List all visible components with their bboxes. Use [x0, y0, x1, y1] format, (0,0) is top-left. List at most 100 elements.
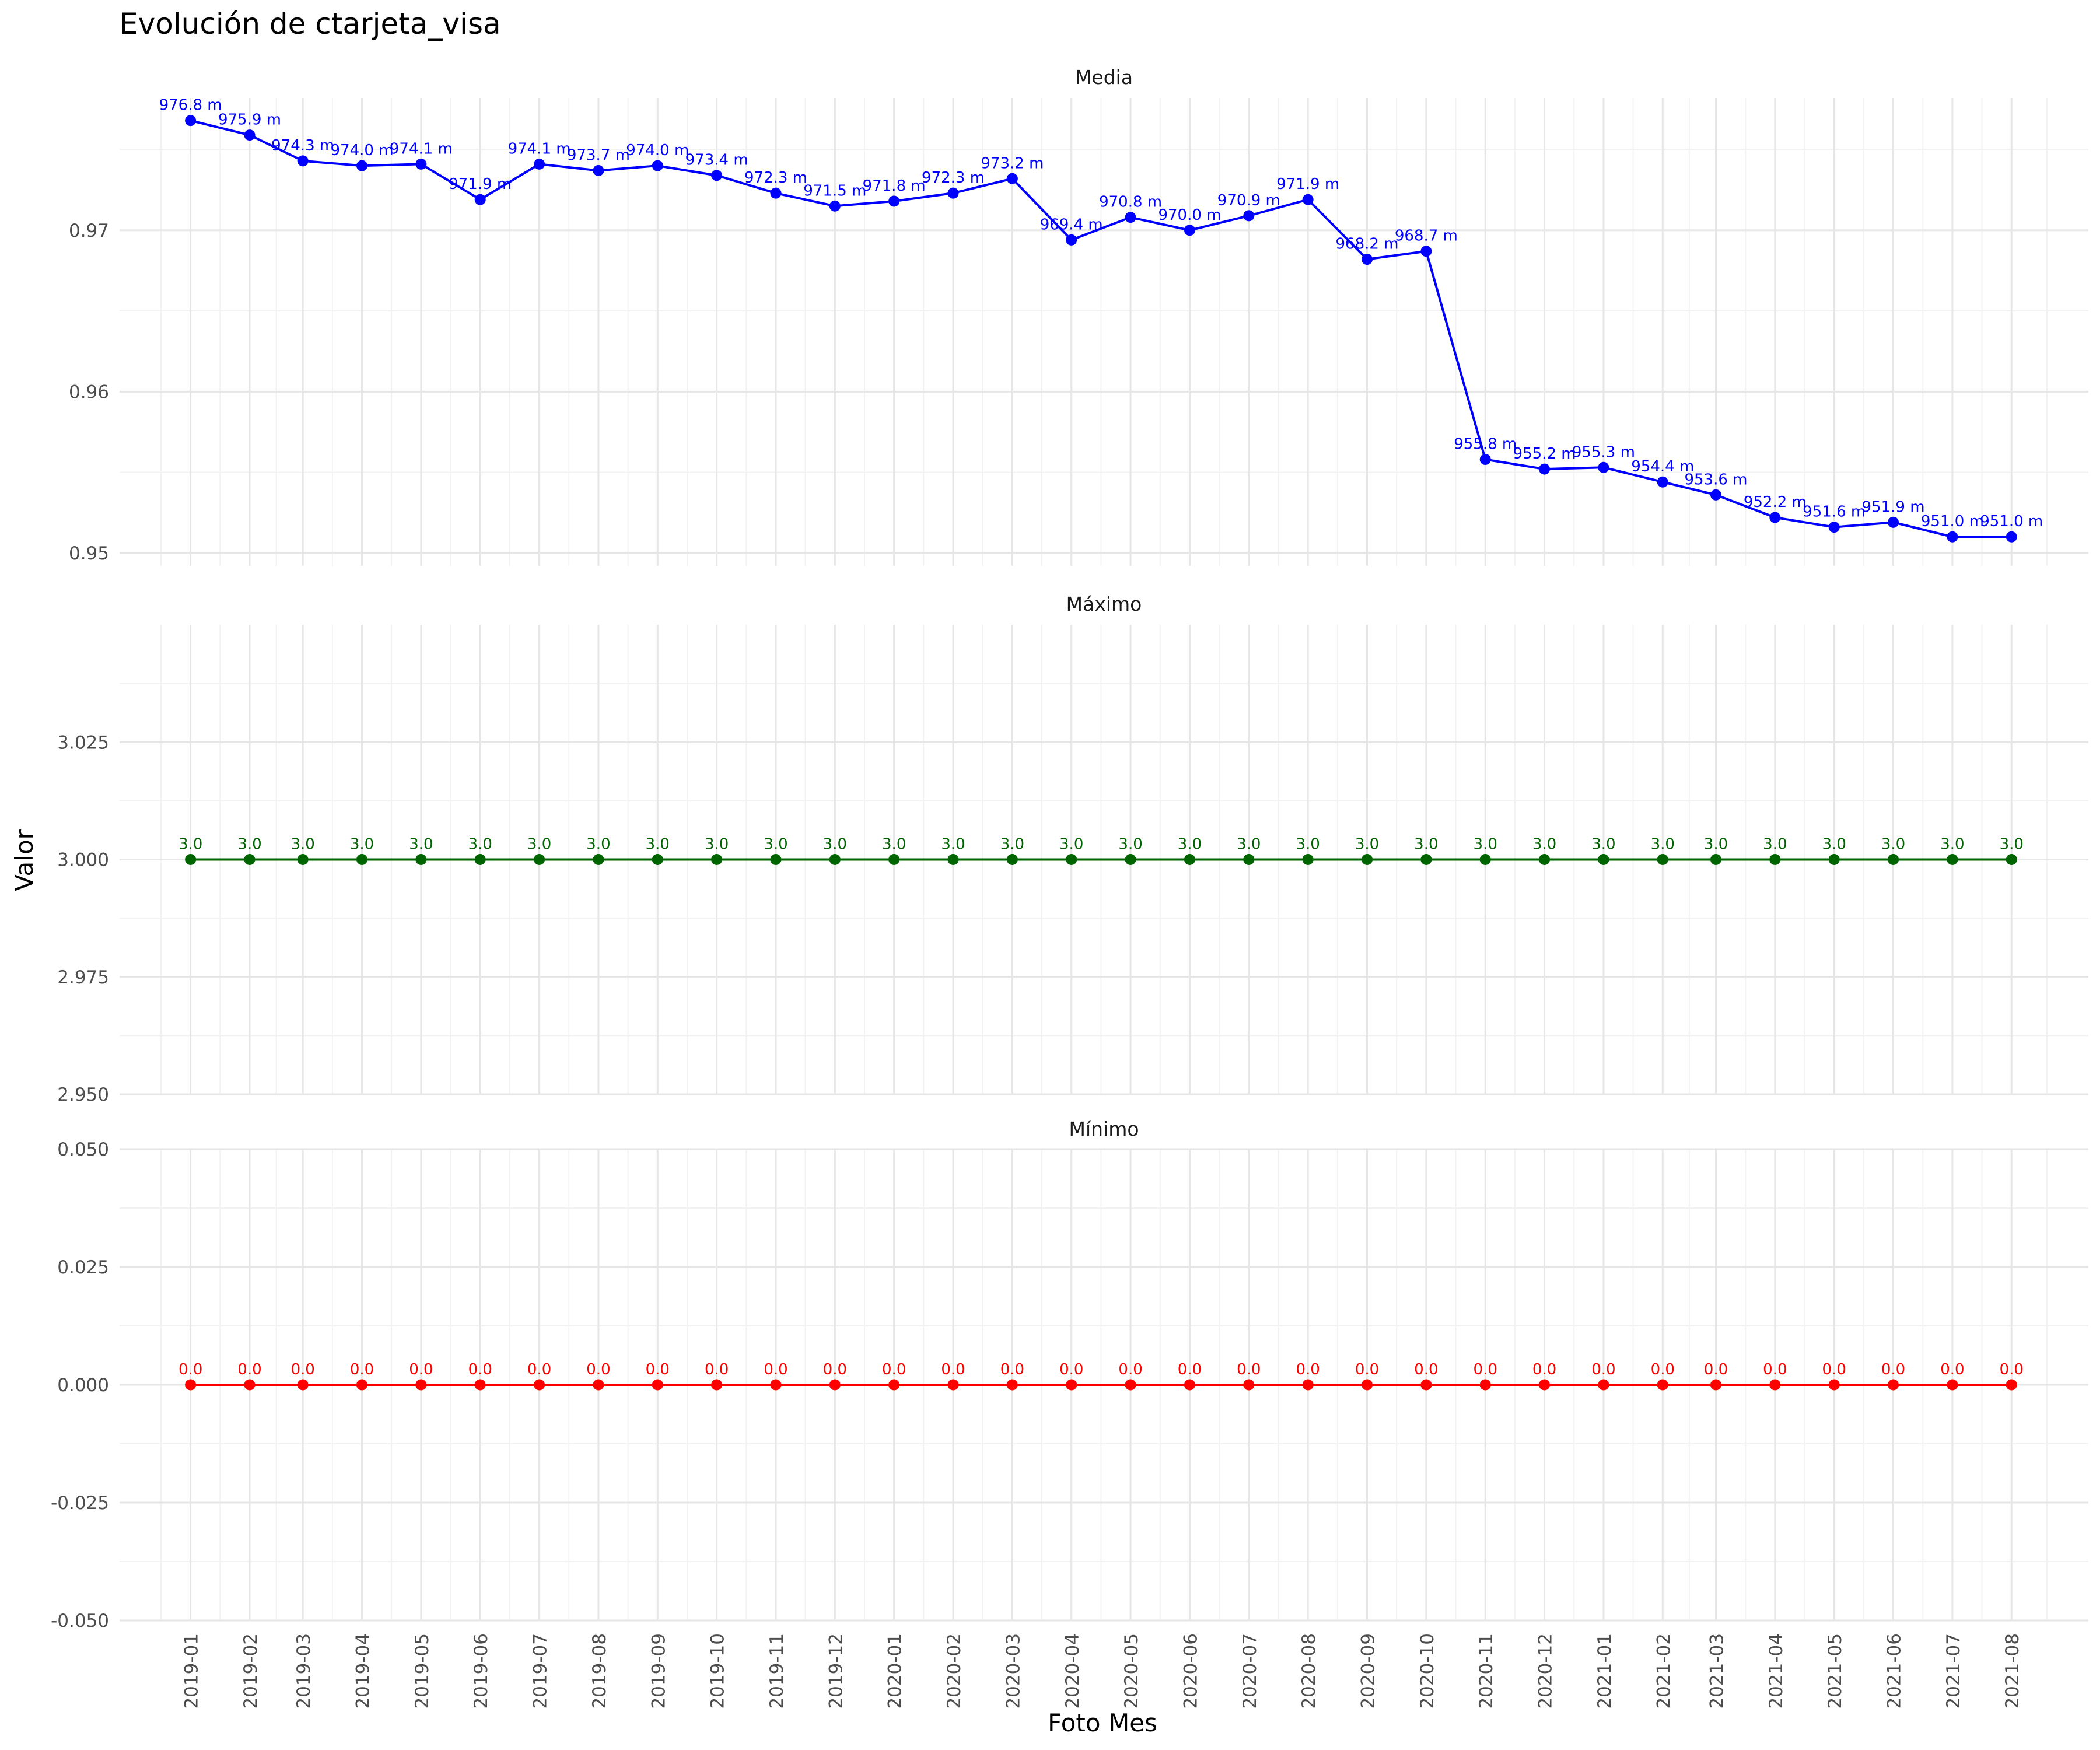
data-point	[1657, 1379, 1668, 1391]
data-label: 975.9 m	[218, 111, 281, 129]
x-tick-label: 2019-05	[412, 1633, 433, 1709]
data-point	[1539, 1379, 1550, 1391]
data-point	[770, 1379, 782, 1391]
data-point	[1769, 854, 1781, 865]
data-point	[534, 1379, 545, 1391]
data-point	[534, 158, 545, 170]
data-point	[947, 187, 959, 199]
data-label: 0.0	[527, 1361, 551, 1378]
x-tick-label: 2019-03	[293, 1633, 314, 1709]
data-label: 0.0	[237, 1361, 261, 1378]
data-point	[1125, 854, 1136, 865]
data-label: 0.0	[1532, 1361, 1556, 1378]
data-point	[1362, 1379, 1373, 1391]
x-tick-label: 2019-07	[530, 1633, 551, 1709]
x-tick-label: 2020-03	[1003, 1633, 1024, 1709]
data-point	[1006, 1379, 1018, 1391]
data-label: 3.0	[2000, 836, 2024, 853]
data-point	[1598, 854, 1609, 865]
y-tick-label: -0.025	[51, 1493, 109, 1514]
data-point	[1769, 512, 1781, 523]
y-tick-label: 3.000	[57, 850, 109, 871]
y-tick-label: 3.025	[57, 732, 109, 753]
data-point	[1125, 212, 1136, 223]
data-label: 0.0	[1474, 1361, 1497, 1378]
data-label: 972.3 m	[922, 169, 985, 187]
data-label: 0.0	[1000, 1361, 1024, 1378]
panel-2: Máximo 2.950 2.975 3.000 3.025 3.0 3.0 3.0 3.0 3.…	[57, 593, 2088, 1105]
y-tick-label: 0.000	[57, 1375, 109, 1396]
x-tick-label: 2020-12	[1535, 1633, 1556, 1709]
data-point	[1243, 854, 1255, 865]
data-point	[474, 1379, 486, 1391]
panel-strip-label: Mínimo	[1069, 1118, 1139, 1140]
data-point	[947, 854, 959, 865]
x-tick-label: 2020-02	[944, 1633, 965, 1709]
data-point	[1947, 531, 1958, 542]
data-label: 3.0	[882, 836, 906, 853]
data-point	[652, 160, 663, 172]
x-tick-label: 2019-06	[471, 1633, 492, 1709]
data-point	[1302, 1379, 1314, 1391]
data-label: 0.0	[1296, 1361, 1320, 1378]
data-label: 3.0	[1474, 836, 1497, 853]
data-point	[829, 200, 841, 212]
data-label: 0.0	[1059, 1361, 1083, 1378]
data-label: 0.0	[1704, 1361, 1728, 1378]
data-label: 971.8 m	[863, 177, 926, 195]
data-point	[356, 1379, 368, 1391]
data-label: 0.0	[468, 1361, 492, 1378]
x-tick-label: 2021-05	[1825, 1633, 1846, 1709]
data-label: 974.1 m	[390, 140, 453, 158]
data-point	[1243, 1379, 1255, 1391]
data-label: 970.8 m	[1099, 194, 1162, 211]
data-label: 3.0	[1881, 836, 1905, 853]
data-point	[1302, 854, 1314, 865]
data-label: 951.6 m	[1803, 503, 1866, 521]
data-label: 3.0	[646, 836, 670, 853]
data-point	[1479, 1379, 1491, 1391]
x-tick-label: 2019-02	[240, 1633, 261, 1709]
data-label: 0.0	[1651, 1361, 1675, 1378]
data-label: 3.0	[468, 836, 492, 853]
x-tick-label: 2021-01	[1594, 1633, 1615, 1709]
data-label: 0.0	[1355, 1361, 1379, 1378]
x-axis-ticks: 2019-01 2019-02 2019-03 2019-04 2019-05 2019-…	[181, 1633, 2024, 1709]
data-label: 3.0	[178, 836, 202, 853]
data-label: 3.0	[1000, 836, 1024, 853]
data-point	[1888, 516, 1899, 528]
data-label: 970.0 m	[1158, 206, 1221, 224]
data-label: 3.0	[350, 836, 374, 853]
x-tick-label: 2019-11	[766, 1633, 788, 1709]
data-point	[1710, 854, 1721, 865]
data-point	[356, 854, 368, 865]
data-point	[1006, 173, 1018, 184]
data-point	[297, 155, 309, 167]
data-label: 3.0	[291, 836, 315, 853]
x-tick-label: 2020-04	[1062, 1633, 1083, 1709]
data-point	[1769, 1379, 1781, 1391]
data-label: 955.2 m	[1513, 445, 1576, 463]
data-point	[1125, 1379, 1136, 1391]
data-label: 3.0	[941, 836, 965, 853]
data-label: 3.0	[1118, 836, 1142, 853]
data-label: 0.0	[350, 1361, 374, 1378]
data-label: 973.4 m	[685, 152, 748, 169]
data-label: 972.3 m	[744, 169, 807, 187]
data-point	[947, 1379, 959, 1391]
x-tick-label: 2021-03	[1706, 1633, 1727, 1709]
data-point	[652, 854, 663, 865]
x-tick-label: 2021-02	[1653, 1633, 1674, 1709]
data-point	[1598, 1379, 1609, 1391]
data-point	[593, 854, 604, 865]
data-point	[829, 1379, 841, 1391]
y-tick-label: 2.975	[57, 967, 109, 988]
data-point	[297, 1379, 309, 1391]
data-label: 3.0	[1763, 836, 1787, 853]
data-point	[415, 1379, 427, 1391]
data-label: 0.0	[1591, 1361, 1615, 1378]
data-point	[297, 854, 309, 865]
y-tick-label: 2.950	[57, 1084, 109, 1105]
data-point	[1888, 854, 1899, 865]
